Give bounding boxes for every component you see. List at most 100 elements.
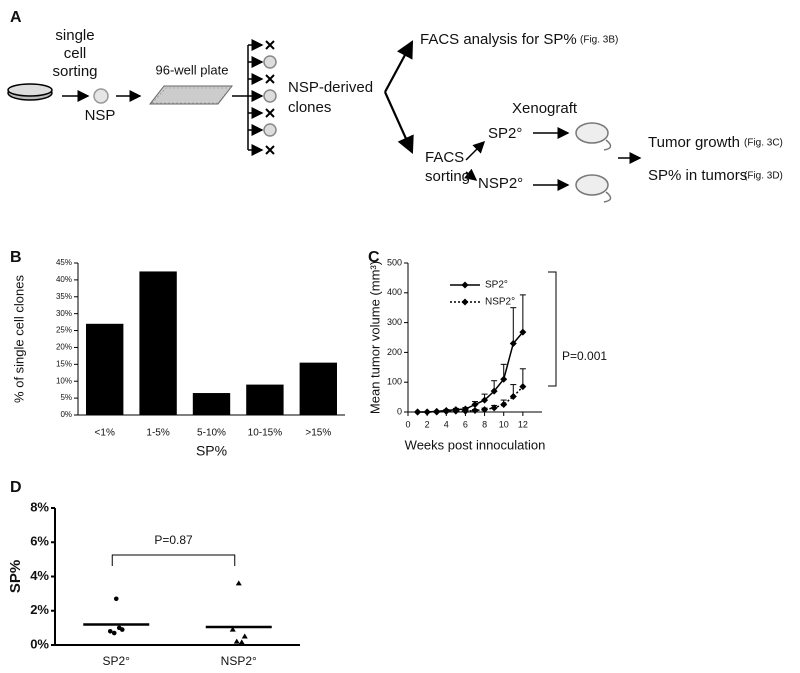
step-label: single	[55, 27, 94, 44]
marker	[509, 339, 517, 347]
x-tick-label: 1-5%	[146, 428, 169, 439]
legend-marker	[461, 298, 469, 306]
y-tick-label: 2%	[30, 602, 49, 617]
marker	[461, 407, 469, 415]
marker	[500, 401, 508, 409]
series-line	[417, 331, 524, 413]
y-tick-label: 35%	[56, 292, 72, 301]
marker	[500, 375, 508, 383]
y-tick-label: 10%	[56, 376, 72, 385]
marker	[490, 387, 498, 395]
y-tick-label: 0	[397, 406, 402, 416]
bar	[192, 393, 231, 415]
legend-label: NSP2°	[485, 297, 515, 308]
step-label: SP% in tumors	[648, 167, 747, 184]
x-axis-label: Weeks post innoculation	[405, 437, 546, 452]
marker	[519, 328, 527, 336]
bar	[139, 271, 177, 415]
annotation: P=0.001	[562, 349, 607, 363]
point	[235, 580, 242, 586]
point	[107, 629, 113, 634]
x-tick-label: 4	[444, 419, 449, 429]
bar	[246, 384, 284, 415]
y-tick-label: 30%	[56, 309, 72, 318]
y-tick-label: 0%	[30, 636, 49, 651]
y-tick-label: 15%	[56, 359, 72, 368]
step-label: FACS analysis for SP%	[420, 31, 577, 48]
marker	[519, 383, 527, 391]
y-tick-label: 40%	[56, 275, 72, 284]
bar	[86, 323, 124, 415]
y-axis-label: SP%	[7, 560, 24, 593]
step-label: cell	[64, 45, 87, 62]
marker	[481, 396, 489, 404]
series-line	[417, 386, 524, 413]
marker	[414, 408, 422, 416]
y-tick-label: 25%	[56, 326, 72, 335]
figure-ref: (Fig. 3C)	[744, 138, 783, 149]
annotation: P=0.87	[154, 533, 193, 547]
step-label: 96-well plate	[156, 62, 229, 77]
legend-label: SP2°	[485, 280, 508, 291]
y-tick-label: 20%	[56, 343, 72, 352]
point	[116, 625, 122, 631]
panel-label: D	[10, 479, 22, 496]
marker	[423, 408, 431, 416]
y-tick-label: 4%	[30, 568, 49, 583]
step-label: sorting	[425, 168, 470, 185]
y-tick-label: 0%	[60, 410, 72, 419]
step-label: clones	[288, 99, 331, 116]
bracket	[111, 554, 236, 566]
marker	[442, 407, 450, 415]
panel-label: A	[10, 9, 22, 26]
point	[113, 596, 119, 602]
legend-marker	[461, 281, 469, 289]
figure-ref: (Fig. 3D)	[744, 171, 783, 182]
step-label: NSP	[85, 107, 116, 124]
x-tick-label: 0	[405, 419, 410, 429]
x-tick-label: SP2°	[103, 654, 131, 668]
x-tick-label: 12	[518, 419, 528, 429]
x-tick-label: >15%	[305, 428, 331, 439]
bracket	[548, 271, 557, 387]
panel-label: B	[10, 249, 22, 266]
step-label: NSP-derived	[288, 79, 373, 96]
marker	[471, 407, 479, 415]
x-tick-label: 5-10%	[197, 428, 226, 439]
x-tick-label: 8	[482, 419, 487, 429]
x-tick-label: 10	[499, 419, 509, 429]
step-label: NSP2°	[478, 175, 523, 192]
step-label: FACS	[425, 149, 464, 166]
x-tick-label: 2	[425, 419, 430, 429]
marker	[509, 393, 517, 401]
point	[241, 633, 248, 639]
y-tick-label: 100	[387, 377, 402, 387]
y-tick-label: 200	[387, 347, 402, 357]
y-tick-label: 45%	[56, 258, 72, 267]
x-tick-label: 10-15%	[248, 428, 283, 439]
marker	[471, 401, 479, 409]
x-tick-label: NSP2°	[221, 654, 257, 668]
point	[111, 630, 117, 636]
x-axis-label: SP%	[196, 443, 227, 459]
marker	[490, 404, 498, 412]
panel-label: C	[368, 249, 380, 266]
x-tick-label: 6	[463, 419, 468, 429]
y-axis-label: Mean tumor volume (mm³)	[367, 261, 382, 414]
y-axis-label: % of single cell clones	[11, 275, 26, 403]
diagram-labels: single cell sorting NSP 96-well plate NS…	[52, 27, 782, 192]
point	[238, 639, 245, 645]
point	[233, 638, 240, 644]
y-tick-label: 6%	[30, 534, 49, 549]
y-tick-label: 400	[387, 287, 402, 297]
bar	[299, 362, 337, 415]
figure-ref: (Fig. 3B)	[580, 35, 618, 46]
y-tick-label: 300	[387, 317, 402, 327]
x-tick-label: <1%	[95, 428, 115, 439]
step-label: Tumor growth	[648, 134, 740, 151]
y-tick-label: 5%	[60, 393, 72, 402]
y-tick-label: 8%	[30, 499, 49, 514]
marker	[481, 406, 489, 414]
step-label: Xenograft	[512, 100, 578, 117]
